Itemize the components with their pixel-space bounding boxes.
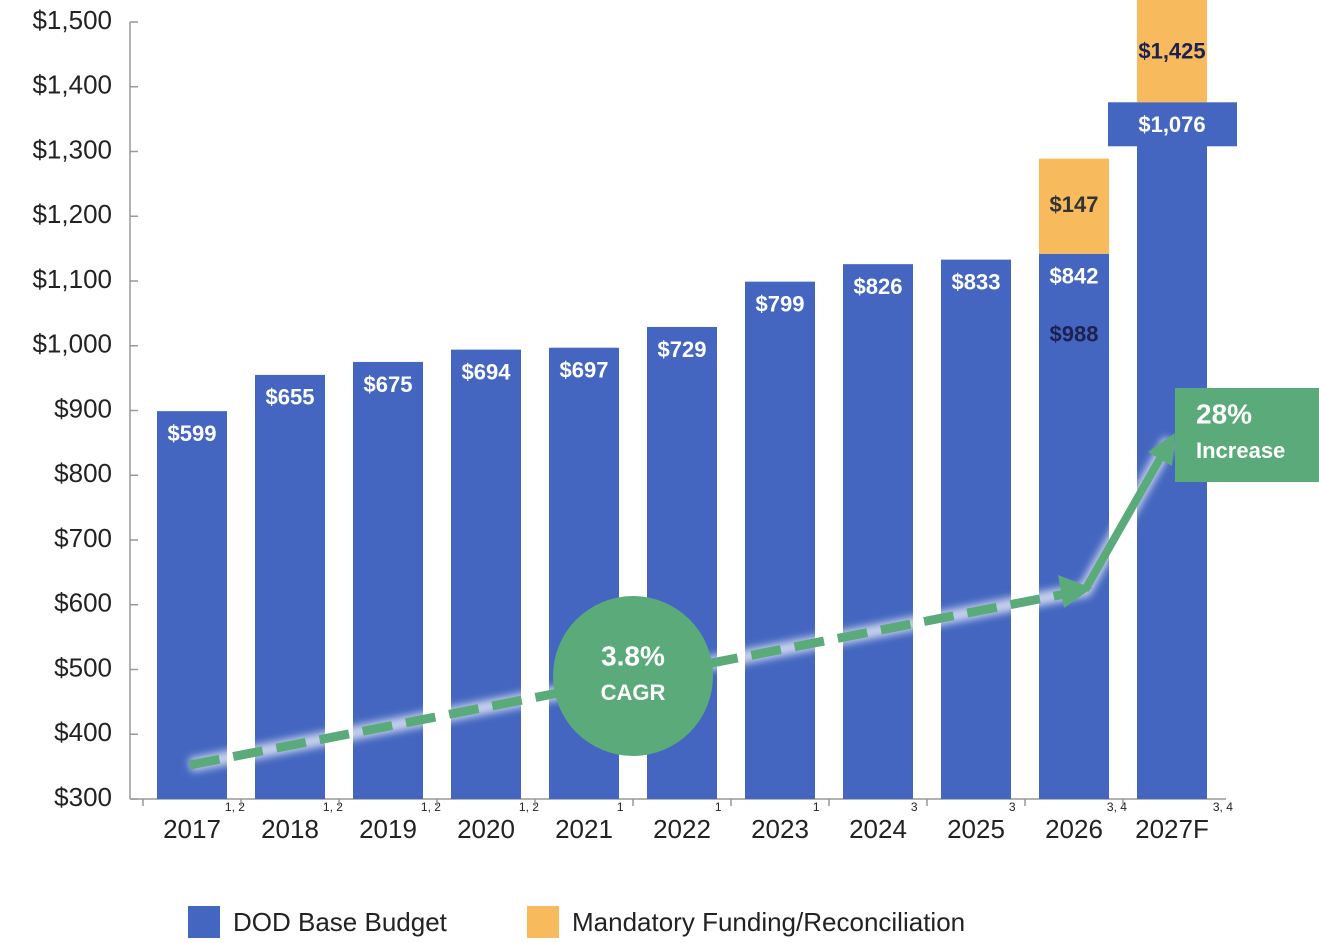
bar-segment	[941, 259, 1011, 799]
value-label: $833	[952, 269, 1001, 294]
footnote: 1, 2	[421, 800, 441, 814]
y-tick-label: $900	[54, 393, 112, 423]
increase-label: Increase	[1196, 438, 1285, 463]
x-tick-label: 2019	[359, 814, 417, 844]
y-tick-label: $1,500	[32, 5, 112, 35]
x-tick-label: 2026	[1045, 814, 1103, 844]
legend-label: Mandatory Funding/Reconciliation	[572, 907, 965, 937]
increase-value: 28%	[1196, 398, 1252, 429]
y-tick-label: $600	[54, 588, 112, 618]
increase-box	[1175, 388, 1319, 482]
legend-swatch	[188, 906, 220, 938]
y-tick-label: $1,000	[32, 329, 112, 359]
value-label-box	[1108, 102, 1237, 147]
footnote: 1	[813, 800, 820, 814]
x-tick-label: 2025	[947, 814, 1005, 844]
value-label: $697	[560, 358, 609, 383]
x-tick-label: 2018	[261, 814, 319, 844]
annotations: 3.8% CAGR 28% Increase	[188, 388, 1319, 772]
increase-arrow	[1081, 453, 1166, 592]
arrow-head	[1148, 433, 1175, 466]
bar-segment	[255, 374, 325, 799]
y-tick-label: $800	[54, 458, 112, 488]
total-label: $988	[1050, 321, 1099, 346]
legend-swatch	[527, 906, 559, 938]
bars: $300 $400 $500 $600 $700 $800 $900 $1,000 $1,100…	[32, 0, 1237, 938]
x-tick-label: 2024	[849, 814, 907, 844]
y-tick-label: $700	[54, 523, 112, 553]
arrow-head	[1058, 575, 1092, 608]
bar-segment	[843, 264, 913, 799]
x-tick-label: 2023	[751, 814, 809, 844]
value-label: $826	[854, 274, 903, 299]
footnote: 1	[617, 800, 624, 814]
value-label: $655	[266, 385, 315, 410]
x-tick-label: 2017	[163, 814, 221, 844]
x-tick-label: 2020	[457, 814, 515, 844]
value-label: $1,076	[1138, 112, 1205, 137]
cagr-value: 3.8%	[601, 640, 665, 671]
bar-segment	[1039, 253, 1109, 799]
bar-segment	[1137, 0, 1207, 103]
cagr-label: CAGR	[601, 680, 666, 705]
value-label: $799	[756, 291, 805, 316]
footnote: 3, 4	[1107, 800, 1127, 814]
y-tick-label: $500	[54, 652, 112, 682]
footnote: 1	[715, 800, 722, 814]
x-tick-label: 2021	[555, 814, 613, 844]
y-tick-label: $1,400	[32, 70, 112, 100]
footnote: 3	[1009, 800, 1016, 814]
y-tick-label: $400	[54, 717, 112, 747]
footnote: 1, 2	[225, 800, 245, 814]
value-label: $729	[658, 337, 707, 362]
y-tick-label: $1,100	[32, 264, 112, 294]
footnote: 3	[911, 800, 918, 814]
value-label: $147	[1050, 192, 1099, 217]
footnote: 1, 2	[323, 800, 343, 814]
bar-segment	[451, 349, 521, 799]
bar-segment	[745, 281, 815, 800]
total-label: $1,425	[1138, 38, 1205, 63]
value-label: $675	[364, 372, 413, 397]
bar-segment	[1039, 158, 1109, 254]
y-tick-label: $300	[54, 782, 112, 812]
y-tick-label: $1,200	[32, 199, 112, 229]
value-label: $599	[168, 421, 217, 446]
x-tick-label: 2022	[653, 814, 711, 844]
cagr-circle	[553, 596, 713, 756]
legend-label: DOD Base Budget	[233, 907, 448, 937]
footnote: 3, 4	[1213, 800, 1233, 814]
bar-segment	[157, 411, 227, 799]
x-tick-label: 2027F	[1135, 814, 1209, 844]
value-label: $694	[462, 359, 512, 384]
value-label: $842	[1050, 264, 1099, 289]
footnote: 1, 2	[519, 800, 539, 814]
y-tick-label: $1,300	[32, 134, 112, 164]
